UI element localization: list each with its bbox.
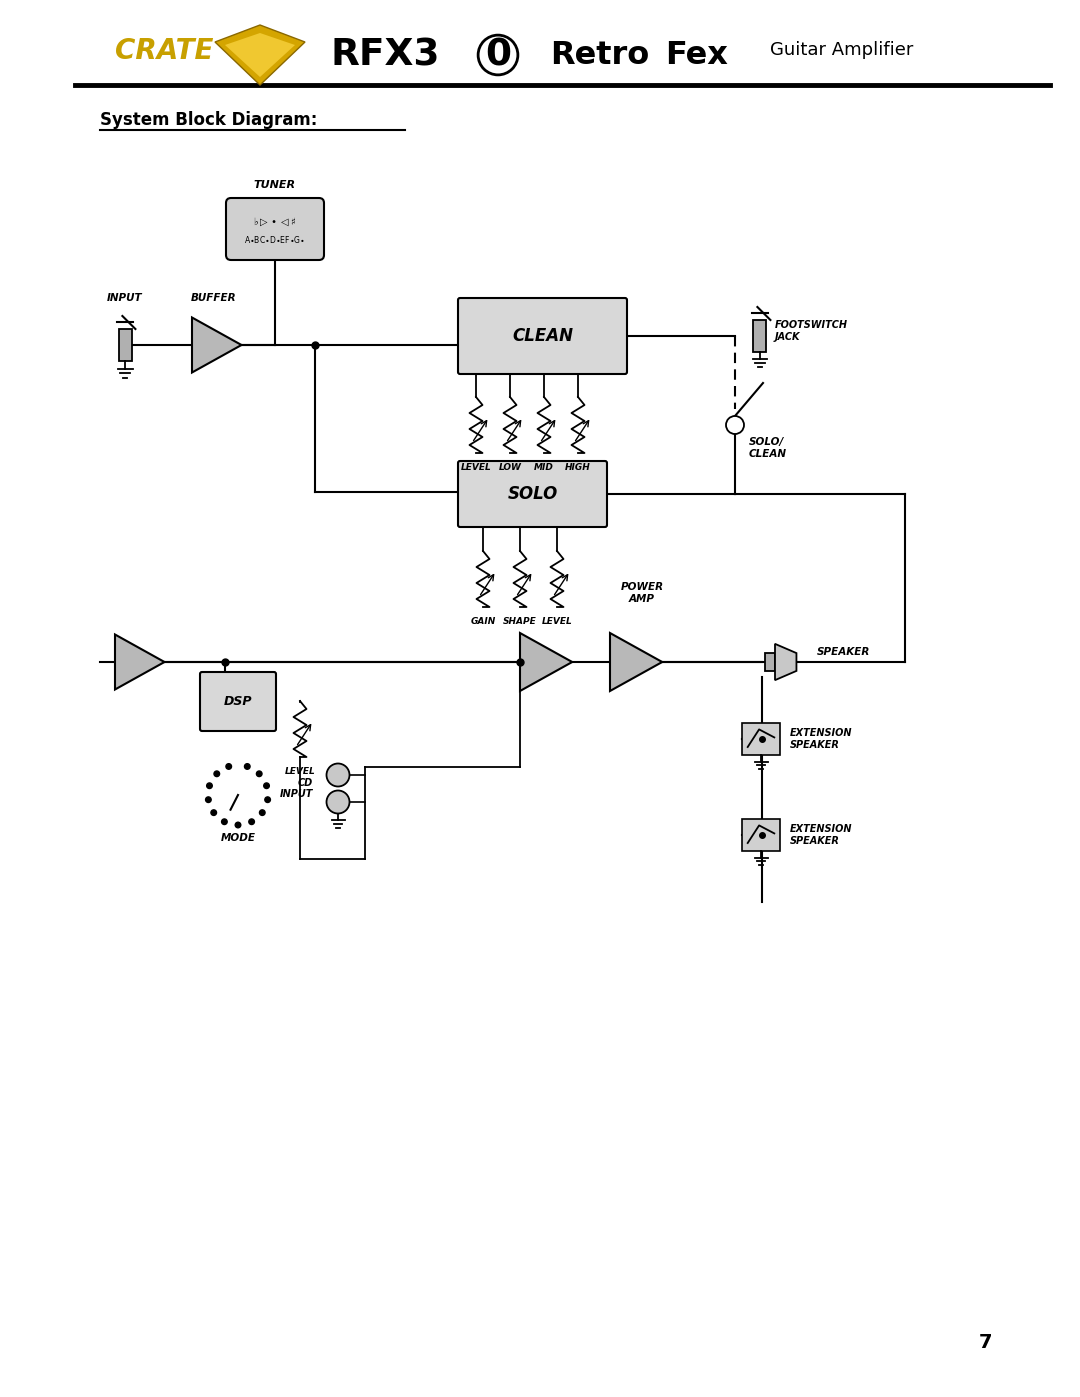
- Text: INPUT: INPUT: [107, 293, 143, 303]
- Text: MID: MID: [535, 462, 554, 472]
- Polygon shape: [192, 317, 242, 373]
- Text: System Block Diagram:: System Block Diagram:: [100, 110, 318, 129]
- Text: 7: 7: [978, 1333, 991, 1351]
- Circle shape: [248, 819, 255, 824]
- Text: EXTENSION
SPEAKER: EXTENSION SPEAKER: [789, 824, 852, 845]
- Text: LOW: LOW: [499, 462, 522, 472]
- Polygon shape: [114, 634, 164, 690]
- Bar: [742, 724, 780, 754]
- Text: RFX3: RFX3: [330, 36, 440, 73]
- Bar: [765, 652, 775, 671]
- Text: EXTENSION
SPEAKER: EXTENSION SPEAKER: [789, 728, 852, 750]
- Text: SOLO/
CLEAN: SOLO/ CLEAN: [750, 437, 787, 458]
- Polygon shape: [519, 633, 572, 692]
- Text: Fex: Fex: [665, 41, 728, 71]
- FancyBboxPatch shape: [200, 672, 276, 731]
- Text: CRATE: CRATE: [114, 36, 214, 66]
- Circle shape: [226, 764, 231, 770]
- Text: $\flat\rhd\bullet\lhd\sharp$: $\flat\rhd\bullet\lhd\sharp$: [254, 215, 297, 228]
- Polygon shape: [775, 644, 796, 680]
- Bar: [119, 330, 132, 360]
- Text: LEVEL: LEVEL: [542, 617, 572, 626]
- Circle shape: [235, 823, 241, 828]
- Text: SPEAKER: SPEAKER: [816, 647, 870, 657]
- Circle shape: [211, 810, 216, 816]
- Bar: [754, 320, 767, 352]
- Polygon shape: [215, 25, 305, 85]
- Text: CD
INPUT: CD INPUT: [280, 778, 313, 799]
- Circle shape: [244, 764, 251, 770]
- Text: FOOTSWITCH
JACK: FOOTSWITCH JACK: [775, 320, 848, 342]
- Text: LEVEL: LEVEL: [461, 462, 491, 472]
- Text: BUFFER: BUFFER: [191, 293, 237, 303]
- Text: 0: 0: [485, 36, 511, 73]
- Text: A$\bullet$BC$\bullet$D$\bullet$EF$\bullet$G$\bullet$: A$\bullet$BC$\bullet$D$\bullet$EF$\bulle…: [244, 233, 306, 244]
- FancyBboxPatch shape: [458, 461, 607, 527]
- Circle shape: [726, 416, 744, 434]
- Text: DSP: DSP: [224, 694, 253, 708]
- Circle shape: [214, 771, 219, 777]
- Circle shape: [206, 782, 213, 788]
- Text: SHAPE: SHAPE: [503, 617, 537, 626]
- Circle shape: [326, 791, 350, 813]
- Text: TUNER: TUNER: [254, 180, 296, 190]
- Circle shape: [256, 771, 262, 777]
- Circle shape: [264, 782, 269, 788]
- Text: POWER
AMP: POWER AMP: [620, 583, 663, 604]
- Text: MODE: MODE: [220, 833, 256, 842]
- Polygon shape: [225, 34, 295, 77]
- Text: GAIN: GAIN: [471, 617, 496, 626]
- Circle shape: [259, 810, 265, 816]
- Text: Retro: Retro: [550, 41, 649, 71]
- Text: SOLO: SOLO: [508, 485, 557, 503]
- Text: LEVEL: LEVEL: [285, 767, 315, 775]
- Text: Guitar Amplifier: Guitar Amplifier: [770, 41, 914, 59]
- Circle shape: [326, 764, 350, 787]
- Circle shape: [221, 819, 227, 824]
- Circle shape: [265, 796, 270, 802]
- FancyBboxPatch shape: [458, 298, 627, 374]
- FancyBboxPatch shape: [226, 198, 324, 260]
- Text: CLEAN: CLEAN: [512, 327, 573, 345]
- Bar: [742, 819, 780, 851]
- Text: HIGH: HIGH: [565, 462, 591, 472]
- Circle shape: [205, 796, 212, 802]
- Polygon shape: [610, 633, 662, 692]
